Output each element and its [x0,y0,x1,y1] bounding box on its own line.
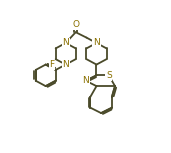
Text: S: S [106,71,112,80]
Text: F: F [49,60,54,69]
Text: N: N [82,76,89,85]
Text: N: N [62,60,69,69]
Text: N: N [62,39,69,47]
Text: N: N [93,39,100,47]
Text: O: O [72,20,79,29]
